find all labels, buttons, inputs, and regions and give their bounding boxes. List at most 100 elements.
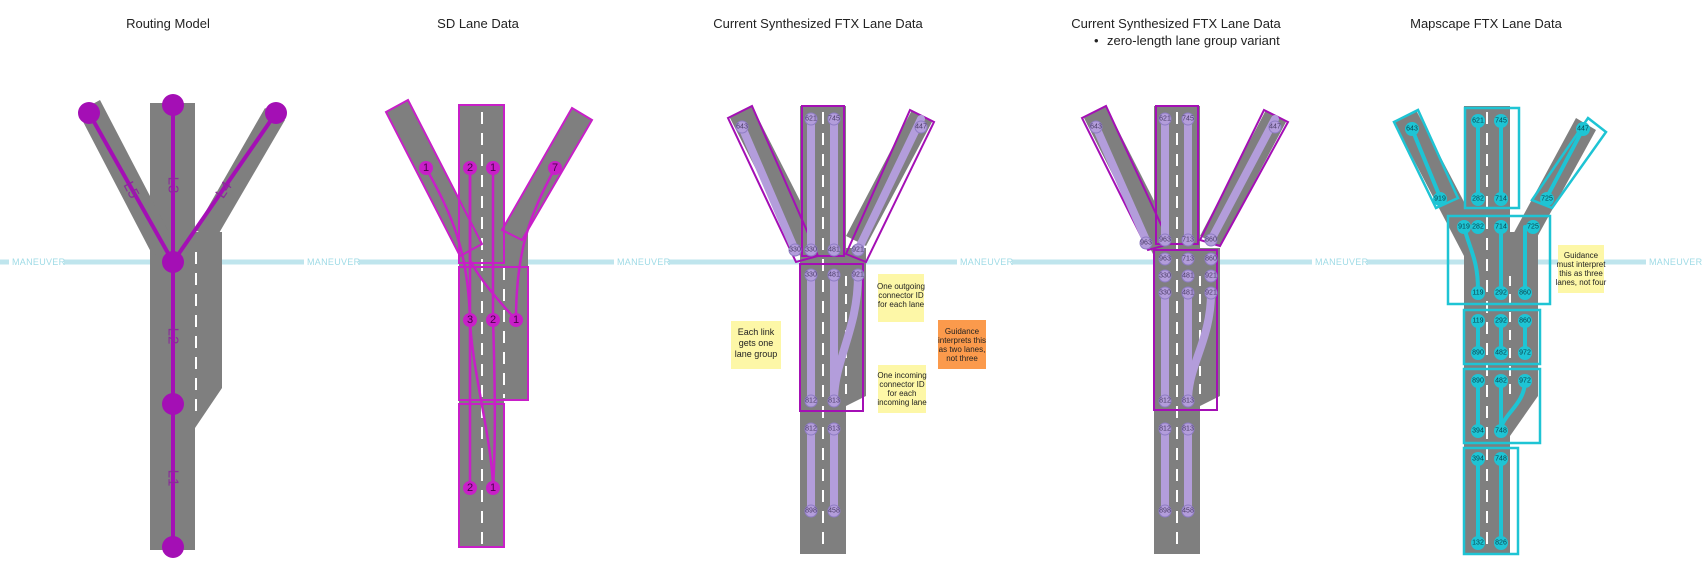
svg-text:interprets this: interprets this <box>938 336 986 345</box>
panel-subtitle-zero-length: zero-length lane group variant <box>1107 33 1280 48</box>
sd-lane-count: 2 <box>467 162 473 174</box>
sd-link-outlines <box>384 98 594 548</box>
sd-lane-count: 1 <box>423 162 429 174</box>
panel-title-current-ftx-variant: Current Synthesized FTX Lane Data <box>1071 16 1281 31</box>
lane-id: 643 <box>1090 124 1102 131</box>
lane-id: 890 <box>1472 350 1484 357</box>
panel-title-sd-lane-data: SD Lane Data <box>437 16 519 31</box>
lane-id: 330 <box>1159 273 1171 280</box>
routing-links <box>87 111 278 547</box>
panel-current-ftx-variant: 643 621 745 447 963 963 713 860 963 713 … <box>1080 104 1290 554</box>
lane-id: 481 <box>1182 273 1194 280</box>
lane-id: 447 <box>1577 126 1589 133</box>
lane-id: 812 <box>1159 398 1171 405</box>
lane-id: 812 <box>805 426 817 433</box>
link-label-l3: L3 <box>165 177 182 194</box>
lane-id: 481 <box>1182 290 1194 297</box>
lane-id: 119 <box>1472 290 1483 297</box>
svg-text:this as three: this as three <box>1559 269 1603 278</box>
svg-text:Guidance: Guidance <box>1564 251 1599 260</box>
link-label-l5: L5 <box>120 179 143 202</box>
sd-lane-count: 2 <box>467 482 473 494</box>
link-label-l4: L4 <box>212 178 235 201</box>
svg-text:connector ID: connector ID <box>878 291 924 300</box>
lane-id: 330 <box>789 247 801 254</box>
lane-id: 621 <box>1159 116 1171 123</box>
lane-id: 132 <box>1472 540 1484 547</box>
svg-text:not three: not three <box>946 354 978 363</box>
sticky-note-incoming: One incoming connector ID for each incom… <box>877 365 927 413</box>
lane-id: 481 <box>828 272 840 279</box>
maneuver-label: MANEUVER <box>617 257 671 267</box>
svg-text:connector ID: connector ID <box>879 380 925 389</box>
lane-id: 748 <box>1495 456 1507 463</box>
panel-title-mapscape: Mapscape FTX Lane Data <box>1410 16 1563 31</box>
lane-id: 714 <box>1495 196 1507 203</box>
lane-id: 119 <box>1472 318 1483 325</box>
bullet-dot: • <box>1094 33 1099 48</box>
lane-id: 921 <box>1205 290 1217 297</box>
panel-sd-lane-data: 1 2 1 7 3 2 1 2 1 <box>384 98 594 548</box>
svg-text:as two lanes,: as two lanes, <box>939 345 986 354</box>
lane-id: 921 <box>852 247 864 254</box>
lane-id: 713 <box>1182 237 1194 244</box>
lane-id: 972 <box>1519 378 1531 385</box>
lane-connector-ids: 643 621 745 447 330 330 481 921 330 481 … <box>735 112 928 518</box>
lane-id: 812 <box>1159 426 1171 433</box>
svg-text:gets one: gets one <box>739 338 774 348</box>
routing-node <box>162 536 184 558</box>
mapscape-lane-group-outlines <box>1392 106 1608 556</box>
lane-id: 898 <box>805 508 817 515</box>
lane-id: 963 <box>1159 237 1171 244</box>
lane-id: 330 <box>805 272 817 279</box>
lane-id: 963 <box>1159 256 1171 263</box>
lane-id: 890 <box>1472 378 1484 385</box>
svg-text:lane group: lane group <box>735 349 778 359</box>
link-label-l2: L2 <box>165 328 182 345</box>
lane-strokes <box>738 115 925 515</box>
lane-id: 447 <box>1269 124 1281 131</box>
svg-text:for each: for each <box>888 389 917 398</box>
lane-id: 394 <box>1472 428 1484 435</box>
maneuver-label: MANEUVER <box>12 257 66 267</box>
panel-routing-model: L5 L3 L4 L2 L1 <box>78 94 287 558</box>
lane-id: 898 <box>1159 508 1171 515</box>
svg-text:lanes, not four: lanes, not four <box>1556 278 1607 287</box>
lane-group-outlines <box>726 104 936 412</box>
maneuver-label: MANEUVER <box>960 257 1014 267</box>
svg-text:must interpret: must interpret <box>1557 260 1607 269</box>
sd-lane-count-markers: 1 2 1 7 3 2 1 2 1 <box>419 161 562 495</box>
lane-id: 481 <box>828 247 840 254</box>
routing-node <box>265 102 287 124</box>
lane-id: 812 <box>805 398 817 405</box>
lane-id: 813 <box>828 398 840 405</box>
lane-id: 860 <box>1519 290 1531 297</box>
sd-lane-count: 3 <box>467 314 473 326</box>
lane-id: 860 <box>1205 256 1217 263</box>
sticky-note-outgoing: One outgoing connector ID for each lane <box>877 274 925 322</box>
lane-id: 813 <box>1182 426 1194 433</box>
lane-connector-ids: 643 621 745 447 963 963 713 860 963 713 … <box>1089 112 1282 518</box>
lane-id: 921 <box>852 272 864 279</box>
lane-id: 282 <box>1472 196 1484 203</box>
lane-id: 292 <box>1495 318 1507 325</box>
lane-id: 447 <box>915 124 927 131</box>
road-shape <box>1394 106 1596 554</box>
lane-id: 714 <box>1495 224 1507 231</box>
lane-id: 919 <box>1458 224 1470 231</box>
lane-id: 621 <box>805 116 817 123</box>
panel-mapscape-ftx: 643 621 745 447 919 282 714 725 919 282 … <box>1392 106 1608 556</box>
lane-id: 725 <box>1527 224 1539 231</box>
lane-id: 292 <box>1495 290 1507 297</box>
lane-id: 330 <box>1159 290 1171 297</box>
panel-title-routing-model: Routing Model <box>126 16 210 31</box>
lane-id: 282 <box>1472 224 1484 231</box>
lane-id: 482 <box>1495 350 1507 357</box>
lane-id: 458 <box>1182 508 1194 515</box>
lane-id: 330 <box>805 247 817 254</box>
svg-text:for each lane: for each lane <box>878 300 925 309</box>
lane-id: 482 <box>1495 378 1507 385</box>
routing-node <box>162 393 184 415</box>
link-label-l1: L1 <box>165 470 182 487</box>
routing-node <box>162 251 184 273</box>
